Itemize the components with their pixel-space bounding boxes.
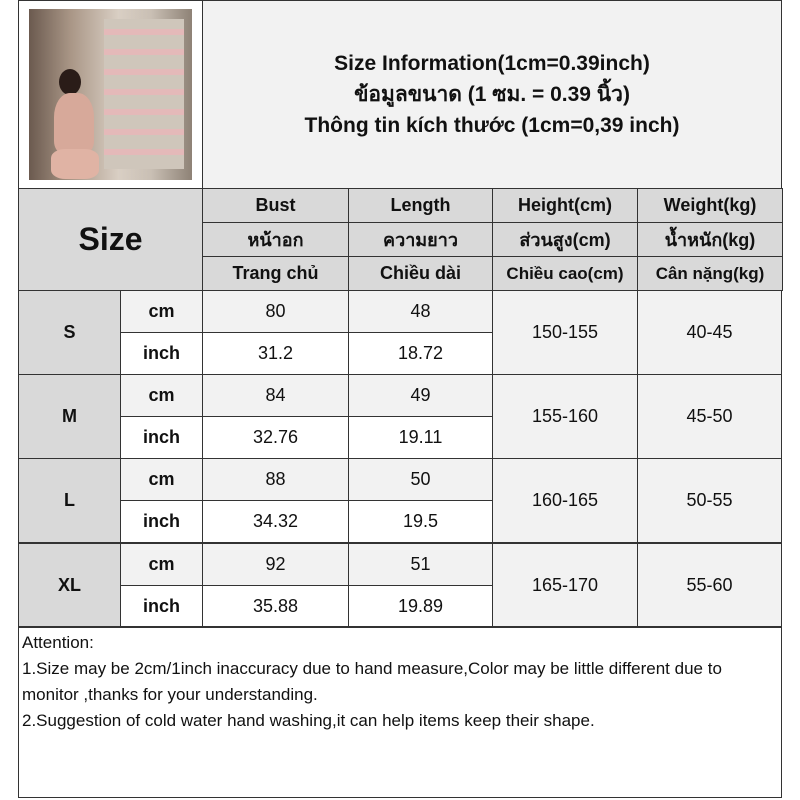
size-label: L — [18, 458, 121, 543]
height-range: 160-165 — [492, 458, 638, 543]
size-label: M — [18, 374, 121, 459]
attention-heading: Attention: — [22, 633, 94, 652]
bust-inch: 31.2 — [202, 332, 349, 375]
column-header-th: ส่วนสูง(cm) — [492, 222, 638, 257]
length-cm: 49 — [348, 374, 493, 417]
bust-cm: 84 — [202, 374, 349, 417]
bust-inch: 34.32 — [202, 500, 349, 543]
length-cm: 51 — [348, 543, 493, 586]
bust-inch: 32.76 — [202, 416, 349, 459]
weight-range: 45-50 — [637, 374, 782, 459]
length-inch: 19.5 — [348, 500, 493, 543]
height-range: 165-170 — [492, 543, 638, 628]
column-header-vi: Chiều dài — [348, 256, 493, 291]
unit-label-cm: cm — [120, 458, 203, 501]
column-header-en: Length — [348, 188, 493, 223]
size-header: Size — [18, 188, 203, 291]
column-header-vi: Chiều cao(cm) — [492, 256, 638, 291]
weight-range: 55-60 — [637, 543, 782, 628]
attention-note-1: 1.Size may be 2cm/1inch inaccuracy due t… — [22, 659, 722, 704]
column-header-th: น้ำหนัก(kg) — [637, 222, 783, 257]
length-inch: 19.89 — [348, 585, 493, 628]
title-vietnamese: Thông tin kích thước (1cm=0,39 inch) — [304, 114, 680, 137]
column-header-th: หน้าอก — [202, 222, 349, 257]
column-header-vi: Trang chủ — [202, 256, 349, 291]
title-thai: ข้อมูลขนาด (1 ซม. = 0.39 นิ้ว) — [354, 83, 630, 106]
column-header-en: Weight(kg) — [637, 188, 783, 223]
length-inch: 18.72 — [348, 332, 493, 375]
column-header-en: Bust — [202, 188, 349, 223]
column-header-vi: Cân nặng(kg) — [637, 256, 783, 291]
unit-label-cm: cm — [120, 374, 203, 417]
length-cm: 48 — [348, 290, 493, 333]
unit-label-inch: inch — [120, 585, 203, 628]
weight-range: 40-45 — [637, 290, 782, 375]
column-header-en: Height(cm) — [492, 188, 638, 223]
column-header-th: ความยาว — [348, 222, 493, 257]
size-label: XL — [18, 543, 121, 628]
title-english: Size Information(1cm=0.39inch) — [334, 52, 650, 75]
unit-label-inch: inch — [120, 332, 203, 375]
length-cm: 50 — [348, 458, 493, 501]
product-photo — [18, 0, 203, 189]
unit-label-inch: inch — [120, 416, 203, 459]
weight-range: 50-55 — [637, 458, 782, 543]
bust-cm: 92 — [202, 543, 349, 586]
unit-label-cm: cm — [120, 290, 203, 333]
unit-label-inch: inch — [120, 500, 203, 543]
bust-cm: 80 — [202, 290, 349, 333]
unit-label-cm: cm — [120, 543, 203, 586]
size-info-title: Size Information(1cm=0.39inch) ข้อมูลขนา… — [202, 0, 782, 189]
height-range: 155-160 — [492, 374, 638, 459]
attention-notes: Attention: 1.Size may be 2cm/1inch inacc… — [18, 626, 782, 798]
bust-inch: 35.88 — [202, 585, 349, 628]
model-image — [29, 9, 192, 180]
size-label: S — [18, 290, 121, 375]
height-range: 150-155 — [492, 290, 638, 375]
bust-cm: 88 — [202, 458, 349, 501]
length-inch: 19.11 — [348, 416, 493, 459]
attention-note-2: 2.Suggestion of cold water hand washing,… — [22, 711, 595, 730]
